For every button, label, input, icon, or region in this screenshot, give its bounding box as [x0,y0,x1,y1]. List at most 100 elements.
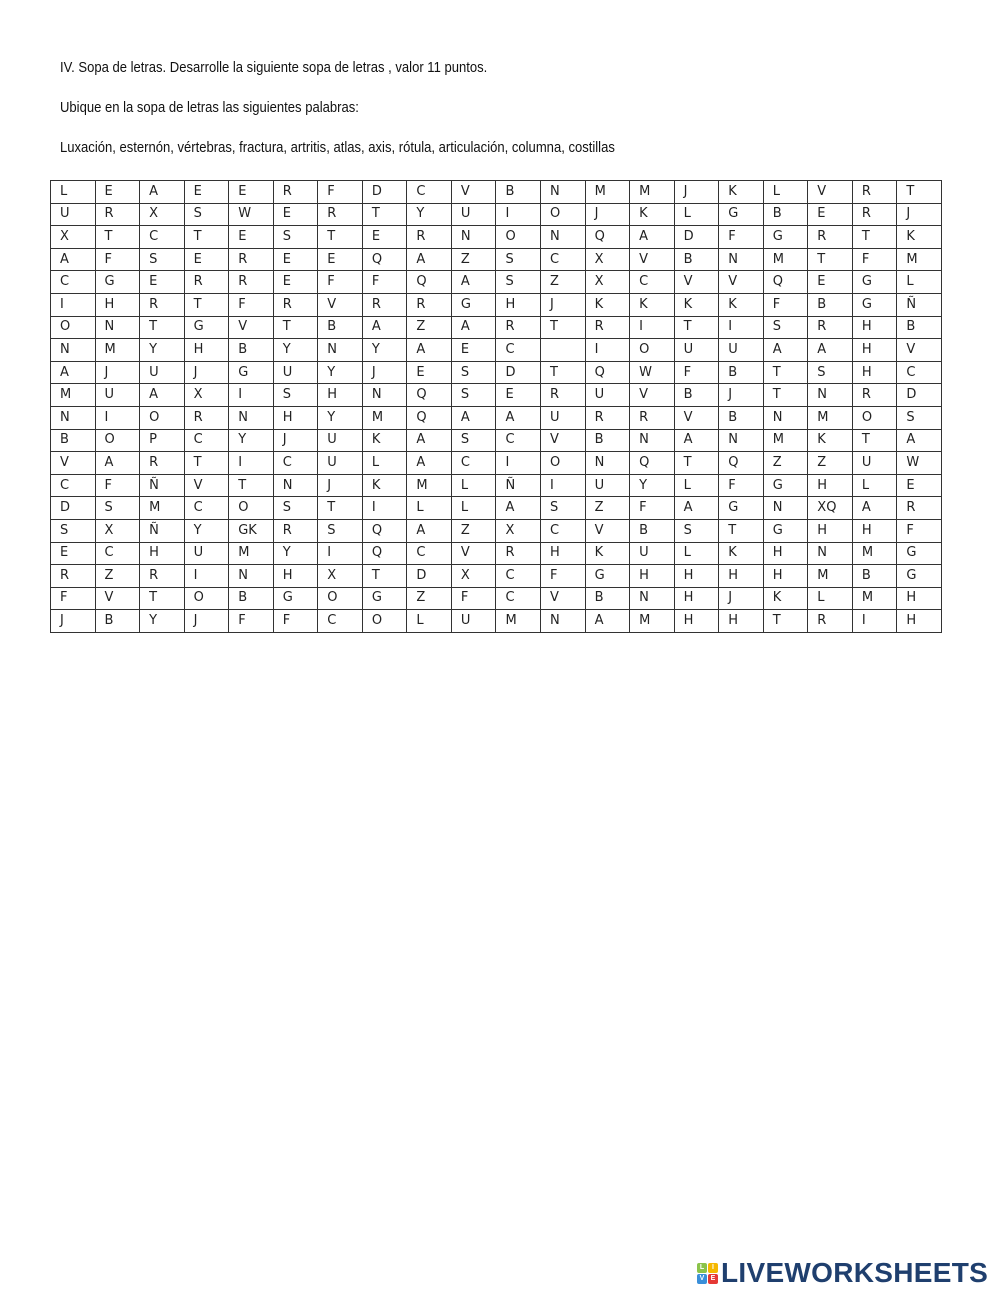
grid-cell[interactable]: B [896,315,942,340]
grid-cell[interactable]: H [896,609,942,633]
grid-cell[interactable]: Q [406,383,452,407]
grid-cell[interactable]: J [718,383,764,407]
grid-cell[interactable]: Z [406,315,452,340]
grid-cell[interactable]: J [896,202,942,227]
grid-cell[interactable]: B [228,338,274,362]
grid-cell[interactable]: R [361,292,408,317]
grid-cell[interactable]: M [584,180,631,204]
grid-cell[interactable]: Ñ [495,473,542,498]
grid-cell[interactable]: L [851,473,898,498]
grid-cell[interactable]: U [450,202,497,227]
grid-cell[interactable]: B [851,564,898,588]
grid-cell[interactable]: J [540,292,586,317]
grid-cell[interactable]: U [673,338,720,362]
grid-cell[interactable]: C [183,496,230,520]
grid-cell[interactable]: R [272,180,319,204]
grid-cell[interactable]: N [540,609,586,633]
grid-cell[interactable]: V [540,428,586,453]
grid-cell[interactable]: I [183,564,230,588]
grid-cell[interactable]: R [851,383,898,407]
grid-cell[interactable]: T [272,315,319,340]
grid-cell[interactable]: H [673,609,720,633]
grid-cell[interactable]: K [718,180,764,204]
grid-cell[interactable]: G [94,270,141,294]
grid-cell[interactable]: V [896,338,942,362]
grid-cell[interactable]: T [540,315,586,340]
grid-cell[interactable]: A [807,338,853,362]
grid-cell[interactable]: N [807,383,853,407]
grid-cell[interactable]: T [317,225,363,249]
grid-cell[interactable]: N [50,405,96,430]
grid-cell[interactable]: R [317,202,363,227]
grid-cell[interactable]: H [762,564,809,588]
grid-cell[interactable]: O [183,586,230,611]
grid-cell[interactable]: Y [139,609,185,633]
grid-cell[interactable]: L [673,541,720,566]
grid-cell[interactable]: A [896,428,942,453]
grid-cell[interactable]: A [406,518,452,543]
grid-cell[interactable]: S [495,270,542,294]
grid-cell[interactable]: A [584,609,631,633]
grid-cell[interactable]: E [896,473,942,498]
grid-cell[interactable]: Z [762,451,809,475]
grid-cell[interactable]: U [317,428,363,453]
grid-cell[interactable]: G [228,360,274,385]
grid-cell[interactable]: W [629,360,675,385]
grid-cell[interactable]: F [317,180,363,204]
grid-cell[interactable]: N [540,225,586,249]
grid-cell[interactable]: D [50,496,96,520]
grid-cell[interactable]: S [896,405,942,430]
grid-cell[interactable]: N [718,247,764,272]
grid-cell[interactable]: A [406,338,452,362]
grid-cell[interactable]: R [807,225,853,249]
grid-cell[interactable]: I [228,451,274,475]
grid-cell[interactable]: G [762,473,809,498]
grid-cell[interactable]: S [183,202,230,227]
grid-cell[interactable]: E [183,247,230,272]
grid-cell[interactable]: J [361,360,408,385]
grid-cell[interactable]: V [183,473,230,498]
grid-cell[interactable]: I [495,202,542,227]
grid-cell[interactable]: K [673,292,720,317]
grid-cell[interactable]: K [584,292,631,317]
grid-cell[interactable]: Y [317,405,363,430]
grid-cell[interactable]: G [718,496,764,520]
grid-cell[interactable]: M [762,247,809,272]
grid-cell[interactable]: B [718,360,764,385]
grid-cell[interactable]: J [718,586,764,611]
grid-cell[interactable]: J [183,360,230,385]
grid-cell[interactable] [540,338,586,362]
grid-cell[interactable]: M [94,338,141,362]
grid-cell[interactable]: R [139,564,185,588]
grid-cell[interactable]: Q [584,225,631,249]
grid-cell[interactable]: T [183,225,230,249]
grid-cell[interactable]: U [718,338,764,362]
grid-cell[interactable]: R [183,270,230,294]
grid-cell[interactable]: T [762,609,809,633]
grid-cell[interactable]: G [361,586,408,611]
grid-cell[interactable]: T [762,360,809,385]
grid-cell[interactable]: V [94,586,141,611]
grid-cell[interactable]: H [851,360,898,385]
grid-cell[interactable]: R [406,225,452,249]
grid-cell[interactable]: S [450,428,497,453]
grid-cell[interactable]: O [94,428,141,453]
grid-cell[interactable]: N [228,405,274,430]
grid-cell[interactable]: M [851,586,898,611]
grid-cell[interactable]: I [495,451,542,475]
grid-cell[interactable]: S [540,496,586,520]
grid-cell[interactable]: C [540,518,586,543]
grid-cell[interactable]: A [450,270,497,294]
grid-cell[interactable]: T [896,180,942,204]
grid-cell[interactable]: R [406,292,452,317]
grid-cell[interactable]: D [361,180,408,204]
grid-cell[interactable]: R [807,609,853,633]
grid-cell[interactable]: U [139,360,185,385]
grid-cell[interactable]: H [896,586,942,611]
grid-cell[interactable]: R [228,270,274,294]
grid-cell[interactable]: C [183,428,230,453]
grid-cell[interactable]: G [762,518,809,543]
grid-cell[interactable]: S [50,518,96,543]
grid-cell[interactable]: C [540,247,586,272]
grid-cell[interactable]: L [673,473,720,498]
